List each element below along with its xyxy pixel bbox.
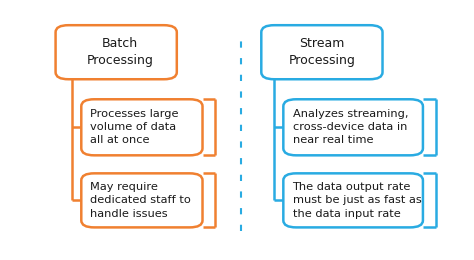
FancyBboxPatch shape	[55, 25, 177, 79]
Text: Analyzes streaming,
cross-device data in
near real time: Analyzes streaming, cross-device data in…	[292, 109, 408, 146]
Text: May require
dedicated staff to
handle issues: May require dedicated staff to handle is…	[91, 182, 191, 219]
Text: The data output rate
must be just as fast as
the data input rate: The data output rate must be just as fas…	[292, 182, 421, 219]
FancyBboxPatch shape	[261, 25, 383, 79]
Text: Stream
Processing: Stream Processing	[289, 37, 356, 67]
FancyBboxPatch shape	[82, 99, 202, 155]
FancyBboxPatch shape	[283, 173, 423, 228]
FancyBboxPatch shape	[82, 173, 202, 228]
Text: Processes large
volume of data
all at once: Processes large volume of data all at on…	[91, 109, 179, 146]
FancyBboxPatch shape	[283, 99, 423, 155]
Text: Batch
Processing: Batch Processing	[86, 37, 153, 67]
